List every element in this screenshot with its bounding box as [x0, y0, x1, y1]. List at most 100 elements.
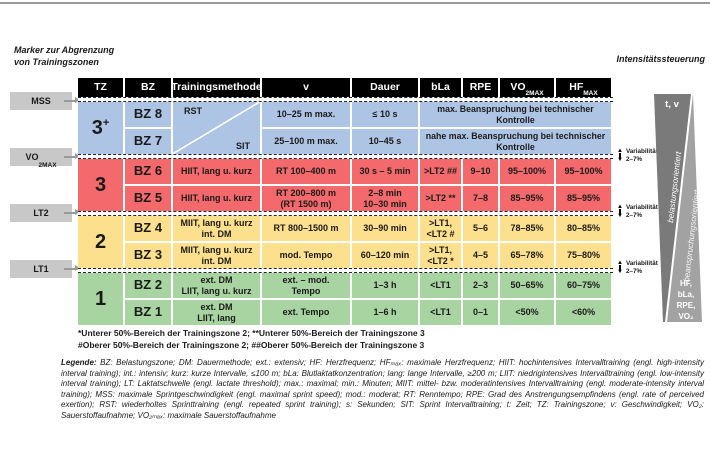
- wedge-top-label: t, v: [665, 99, 679, 110]
- strain-oriented-wedge: [667, 94, 702, 322]
- marker-vo2max-sub: 2MAX: [38, 162, 57, 169]
- wedge-bottom-rpe: RPE,: [677, 301, 696, 310]
- cell-tz-1: 1: [78, 273, 123, 325]
- updown-arrow-icon: ▲ ▼: [617, 148, 623, 163]
- marker-lt1-label: LT1: [33, 264, 49, 274]
- marker-mss-label: MSS: [31, 96, 51, 106]
- variability-text: Variabilität 2–7%: [626, 148, 658, 163]
- cell-bz4-bla: >LT1, <LT2 #: [420, 216, 461, 241]
- cell-bz4-label: BZ 4: [125, 216, 171, 241]
- cell-bz6-dauer: 30 s – 5 min: [352, 159, 418, 184]
- variability-text: Variabilität 2–7%: [626, 260, 658, 275]
- cell-bz2-dauer: 1–3 h: [352, 273, 418, 298]
- cell-bz2-vo2: 50–65%: [500, 273, 554, 298]
- cell-bz3-vo2: 65–78%: [500, 243, 554, 268]
- cell-bz7-v: 25–100 m max.: [262, 129, 350, 154]
- cell-bz6-method: HIIT, lang u. kurz: [173, 159, 260, 184]
- cell-bz2-rpe: 2–3: [463, 273, 498, 298]
- header-hfmax-main: HF: [569, 81, 584, 94]
- cell-bz8-label: BZ 8: [125, 102, 171, 127]
- cell-bz1-vo2: <50%: [500, 300, 554, 325]
- zone-boundary-lt2: [78, 211, 613, 216]
- tz-3plus-plus: +: [102, 116, 110, 129]
- method-sit-label: SIT: [235, 140, 250, 151]
- marker-lt2-label: LT2: [33, 208, 49, 218]
- cell-bz1-label: BZ 1: [125, 300, 171, 325]
- cell-bz4-v: RT 800–1500 m: [262, 216, 350, 241]
- right-caption: Intensitätssteuerung: [616, 54, 705, 64]
- marker-lt1: LT1: [10, 260, 72, 278]
- header-tz: TZ: [78, 78, 123, 97]
- wedge-bottom-bla: bLa,: [678, 290, 694, 299]
- marker-lt2-arrow-icon: [64, 209, 80, 215]
- cell-bz8-merged: max. Beanspruchung bei technischer Kontr…: [420, 102, 611, 127]
- updown-arrow-icon: ▲ ▼: [617, 260, 623, 275]
- cell-bz1-v: ext. Tempo: [262, 300, 350, 325]
- wedge-bottom-hf: HF,: [680, 279, 692, 288]
- variability-label: Variabilität: [625, 260, 658, 267]
- header-bla: bLa: [420, 78, 461, 97]
- wedge-bottom-vo2: VO₂: [678, 312, 694, 321]
- cell-bz4-rpe: 5–6: [463, 216, 498, 241]
- marker-lt2: LT2: [10, 204, 72, 222]
- zone-boundary-mss: [78, 97, 613, 102]
- cell-bz7-merged: nahe max. Beanspruchung bei technischer …: [420, 129, 611, 154]
- cell-bz2-method: ext. DM LIIT, lang u. kurz: [173, 273, 260, 298]
- cell-bz6-bla: >LT2 ##: [420, 159, 461, 184]
- marker-vo2max-label: VO: [25, 152, 39, 162]
- cell-bz1-bla: <LT1: [420, 300, 461, 325]
- marker-vo2max: VO 2MAX: [10, 148, 72, 169]
- legend-text: BZ: Belastungszone; DM: Dauermethode; ex…: [61, 358, 704, 420]
- cell-bz6-hf: 95–100%: [556, 159, 611, 184]
- variability-text: Variabilität 2–7%: [626, 204, 658, 219]
- header-hfmax: HF MAX: [556, 78, 611, 97]
- cell-bz7-dauer: 10–45 s: [352, 129, 418, 154]
- variability-note-3: ▲ ▼ Variabilität 2–7%: [617, 260, 658, 275]
- cell-bz4-dauer: 30–90 min: [352, 216, 418, 241]
- marker-mss: MSS: [10, 92, 72, 110]
- zone-3-section: 3 BZ 6 HIIT, lang u. kurz RT 100–400 m 3…: [78, 159, 613, 211]
- load-oriented-wedge: [654, 94, 691, 322]
- cell-bz3-dauer: 60–120 min: [352, 243, 418, 268]
- cell-bz3-method: MIIT, lang u. kurz int. DM: [173, 243, 260, 268]
- tz-3plus-number: 3: [91, 116, 103, 139]
- legend-label: Legende:: [61, 358, 97, 367]
- cell-tz-3plus: 3 +: [78, 102, 123, 154]
- footnotes: *Unterer 50%-Bereich der Trainingszone 2…: [78, 328, 425, 350]
- header-rpe: RPE: [463, 78, 498, 97]
- cell-bz3-bla: >LT1, <LT2 *: [420, 243, 461, 268]
- header-bz: BZ: [125, 78, 171, 97]
- marker-lt1-arrow-icon: [64, 265, 80, 271]
- cell-bz1-hf: <60%: [556, 300, 611, 325]
- zone-3plus-section: 3 + BZ 8 RST SIT 10–25 m max. ≤ 10 s max.…: [78, 102, 613, 154]
- header-vo2max: VO 2MAX: [500, 78, 554, 97]
- intensity-wedge-graphic: t, v belastungsorientiert beanspruchungs…: [654, 94, 702, 322]
- cell-bz5-dauer: 2–8 min 10–30 min: [352, 186, 418, 211]
- legend: Legende: BZ: Belastungszone; DM: Dauerme…: [61, 358, 704, 422]
- cell-bz2-hf: 60–75%: [556, 273, 611, 298]
- variability-range: 2–7%: [625, 267, 643, 275]
- cell-bz4-method: MIIT, lang u. kurz int. DM: [173, 216, 260, 241]
- cell-bz5-bla: >LT2 **: [420, 186, 461, 211]
- cell-bz5-vo2: 85–95%: [500, 186, 554, 211]
- variability-note-2: ▲ ▼ Variabilität 2–7%: [617, 204, 658, 219]
- cell-bz4-hf: 80–85%: [556, 216, 611, 241]
- cell-bz7-label: BZ 7: [125, 129, 171, 154]
- table-header-row: TZ BZ Trainingsmethode v Dauer bLa RPE V…: [78, 78, 613, 97]
- zone-boundary-lt1: [78, 268, 613, 273]
- header-v: v: [262, 78, 350, 97]
- cell-bz3-label: BZ 3: [125, 243, 171, 268]
- cell-bz8-dauer: ≤ 10 s: [352, 102, 418, 127]
- zone-2-section: 2 BZ 4 MIIT, lang u. kurz int. DM RT 800…: [78, 216, 613, 268]
- header-methode: Trainingsmethode: [171, 78, 262, 97]
- training-zone-table: TZ BZ Trainingsmethode v Dauer bLa RPE V…: [78, 78, 613, 325]
- cell-bz2-bla: <LT1: [420, 273, 461, 298]
- marker-vo2max-arrow-icon: [64, 153, 80, 159]
- cell-bz5-label: BZ 5: [125, 186, 171, 211]
- zone-1-section: 1 BZ 2 ext. DM LIIT, lang u. kurz ext. –…: [78, 273, 613, 325]
- cell-bz2-label: BZ 2: [125, 273, 171, 298]
- header-vo2max-sub: 2MAX: [525, 89, 544, 97]
- zone-boundary-vo2max: [78, 154, 613, 159]
- variability-range: 2–7%: [625, 155, 643, 163]
